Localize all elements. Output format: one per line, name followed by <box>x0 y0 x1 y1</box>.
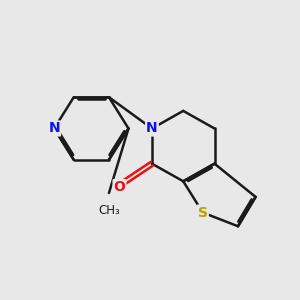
Text: N: N <box>146 122 158 136</box>
Text: N: N <box>48 122 60 136</box>
Text: O: O <box>114 180 125 194</box>
Text: S: S <box>198 206 208 220</box>
Text: CH₃: CH₃ <box>98 204 120 217</box>
